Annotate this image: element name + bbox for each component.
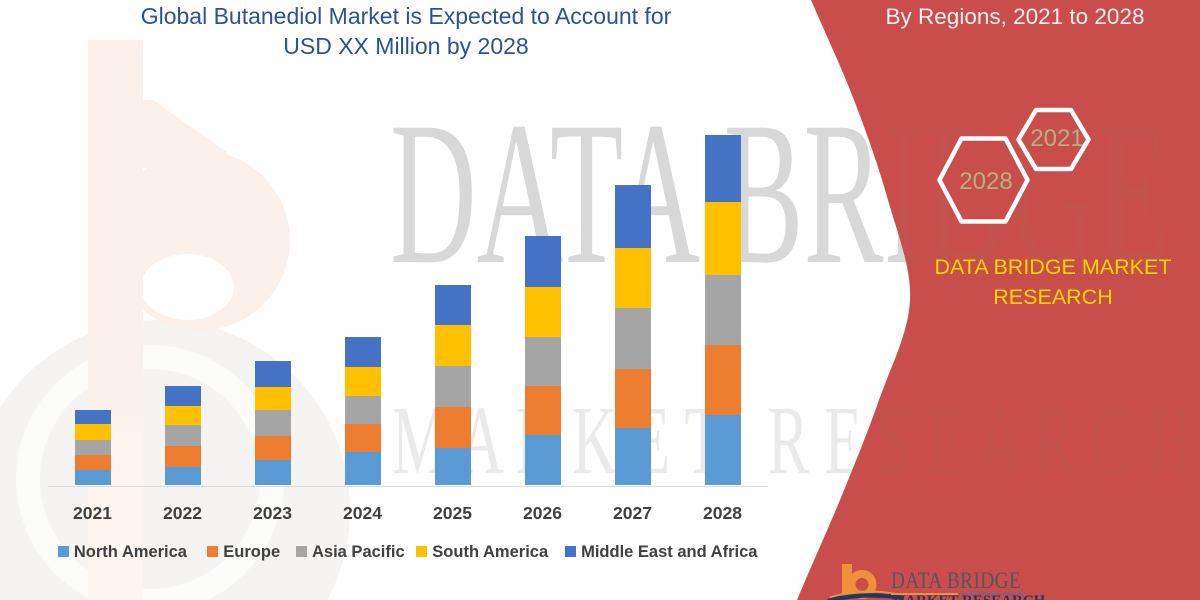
svg-text:M A R K E T R E S E A R C H: M A R K E T R E S E A R C H — [392, 387, 1192, 495]
svg-text:2028: 2028 — [959, 168, 1012, 195]
svg-text:2021: 2021 — [1030, 125, 1083, 152]
